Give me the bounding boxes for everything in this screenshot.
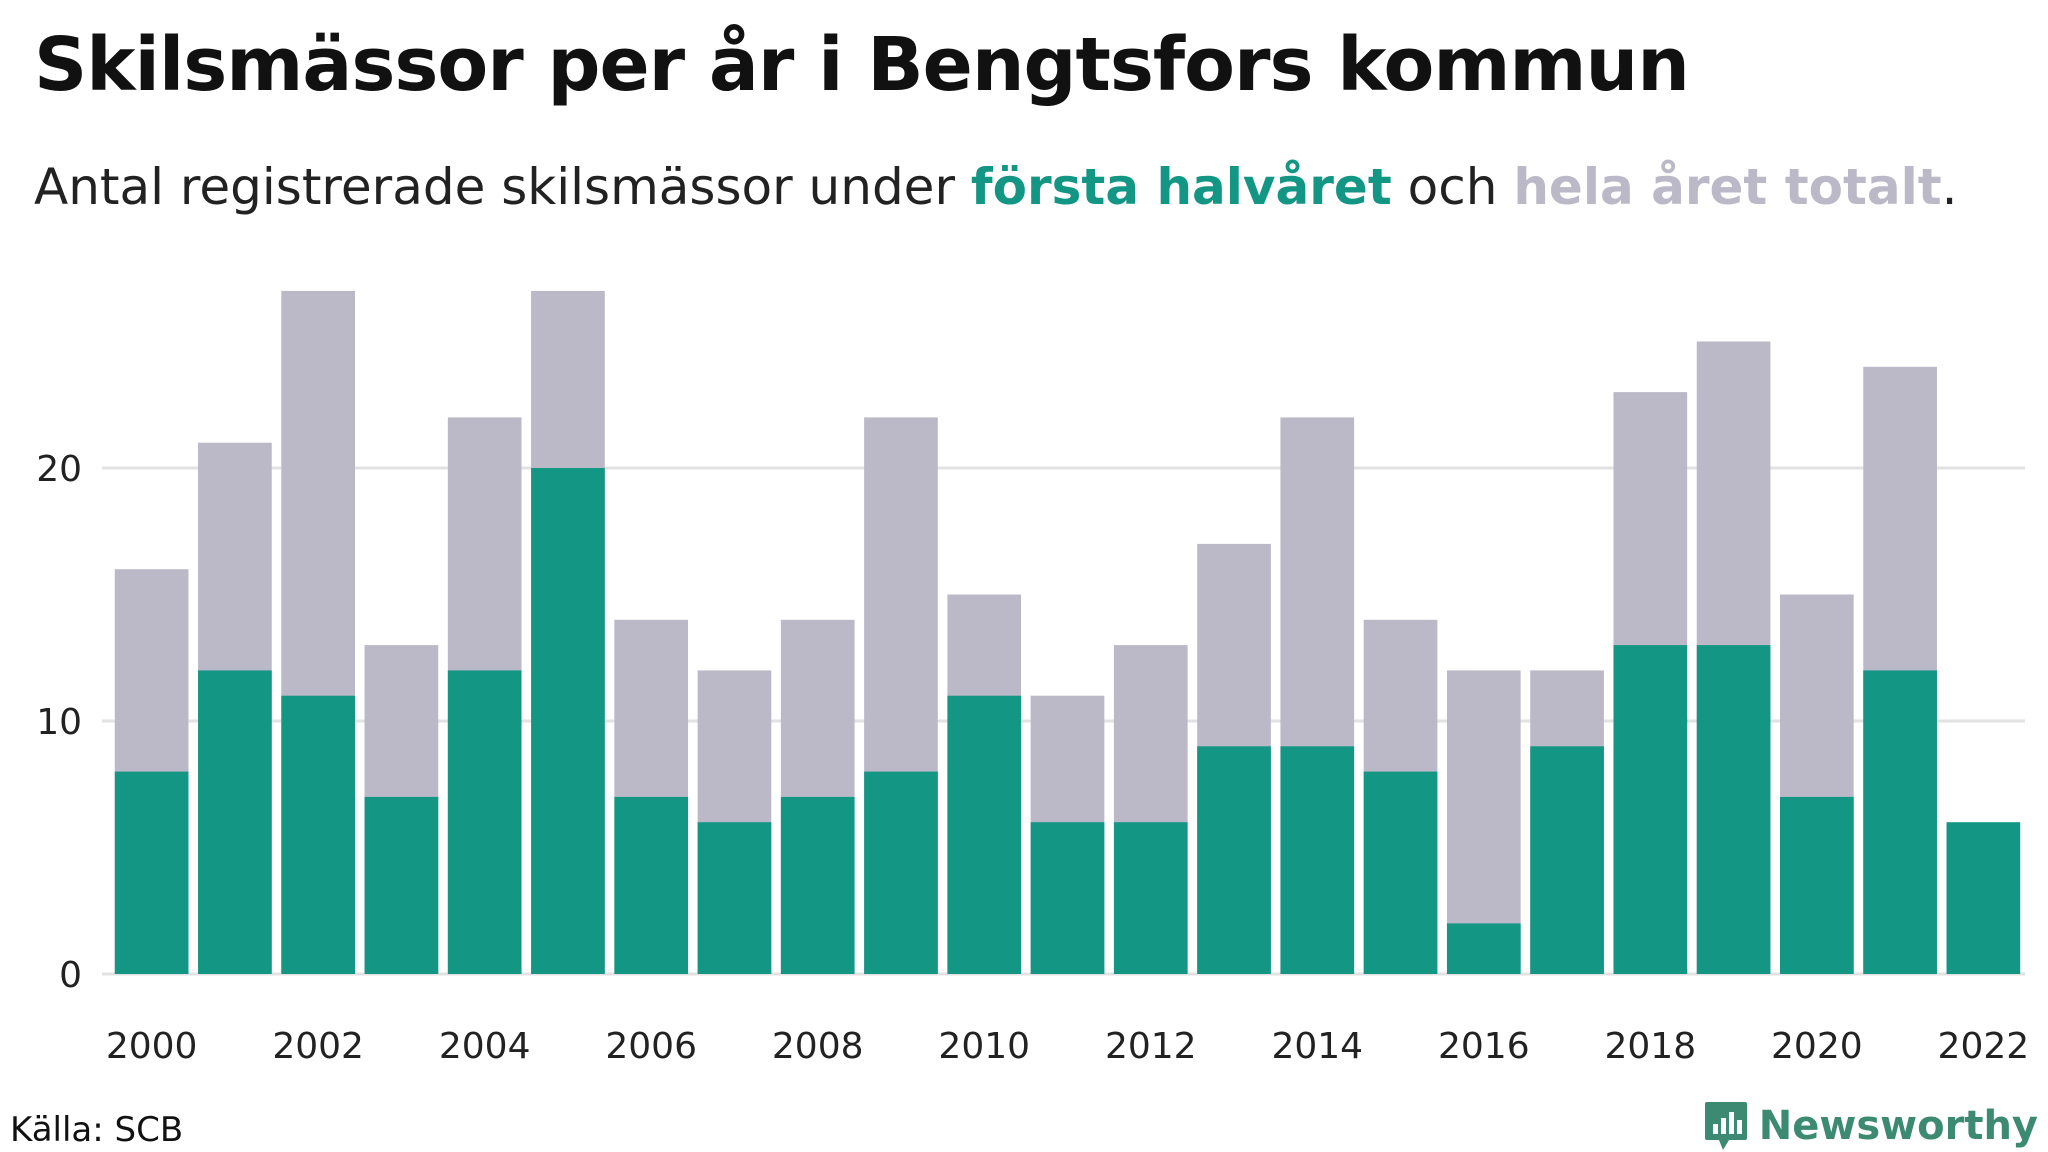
bar-first-half-2010	[947, 695, 1022, 974]
bar-first-half-2005	[531, 468, 605, 974]
bar-first-half-2014	[1280, 746, 1355, 974]
brand-name: Newsworthy	[1758, 1103, 2038, 1149]
x-tick-label: 2014	[1271, 1026, 1363, 1067]
subtitle-text-mid: och	[1391, 158, 1514, 216]
x-tick-label: 2022	[1938, 1026, 2030, 1067]
bar-first-half-2017	[1530, 746, 1604, 974]
bar-first-half-2003	[364, 796, 439, 974]
bar-first-half-2020	[1780, 796, 1854, 974]
bar-first-half-2006	[614, 796, 689, 974]
x-tick-label: 2000	[106, 1026, 198, 1067]
x-tick-label: 2012	[1105, 1026, 1197, 1067]
bar-first-half-2009	[864, 771, 938, 974]
x-tick-label: 2004	[439, 1026, 531, 1067]
legend-total: hela året totalt	[1513, 158, 1942, 216]
x-tick-label: 2016	[1438, 1026, 1530, 1067]
bar-first-half-2002	[281, 695, 355, 974]
bar-first-half-2007	[697, 822, 772, 974]
bar-first-half-2016	[1446, 923, 1521, 974]
bar-first-half-2001	[198, 670, 272, 974]
bar-first-half-2000	[114, 771, 189, 974]
bar-first-half-2004	[447, 670, 522, 974]
legend-first-half: första halvåret	[970, 158, 1392, 216]
y-axis-ticks: 0 10 20	[36, 449, 82, 996]
x-tick-label: 2008	[772, 1026, 864, 1067]
x-tick-label: 2006	[605, 1026, 697, 1067]
y-tick-label: 20	[36, 449, 82, 490]
bar-first-half-2013	[1197, 746, 1271, 974]
x-tick-label: 2002	[272, 1026, 364, 1067]
x-axis-ticks: 2000 2002 2004 2006 2008 2010 2012 2014 2016 2018…	[106, 1026, 2029, 1067]
y-tick-label: 10	[36, 702, 82, 743]
x-tick-label: 2020	[1771, 1026, 1863, 1067]
source-note: Källa: SCB	[10, 1110, 184, 1150]
bar-first-half-2012	[1113, 822, 1188, 974]
subtitle-text-end: .	[1941, 158, 1958, 216]
bar-first-half-2011	[1030, 822, 1105, 974]
chart-title: Skilsmässor per år i Bengtsfors kommun	[34, 22, 1690, 108]
chart-subtitle: Antal registrerade skilsmässor under för…	[34, 158, 1958, 216]
x-tick-label: 2010	[938, 1026, 1030, 1067]
bar-first-half-2008	[780, 796, 855, 974]
newsworthy-logo: Newsworthy	[1703, 1100, 2038, 1152]
bar-first-half-2018	[1613, 645, 1688, 974]
bar-first-half-2015	[1363, 771, 1438, 974]
x-tick-label: 2018	[1605, 1026, 1697, 1067]
subtitle-text-start: Antal registrerade skilsmässor under	[34, 158, 971, 216]
bar-chart-speech-bubble-icon	[1704, 1102, 1747, 1150]
bar-first-half-2019	[1696, 645, 1771, 974]
bar-first-half-2021	[1863, 670, 1937, 974]
y-tick-label: 0	[59, 955, 82, 996]
bars	[114, 290, 2021, 975]
bar-first-half-2022	[1946, 822, 2021, 974]
